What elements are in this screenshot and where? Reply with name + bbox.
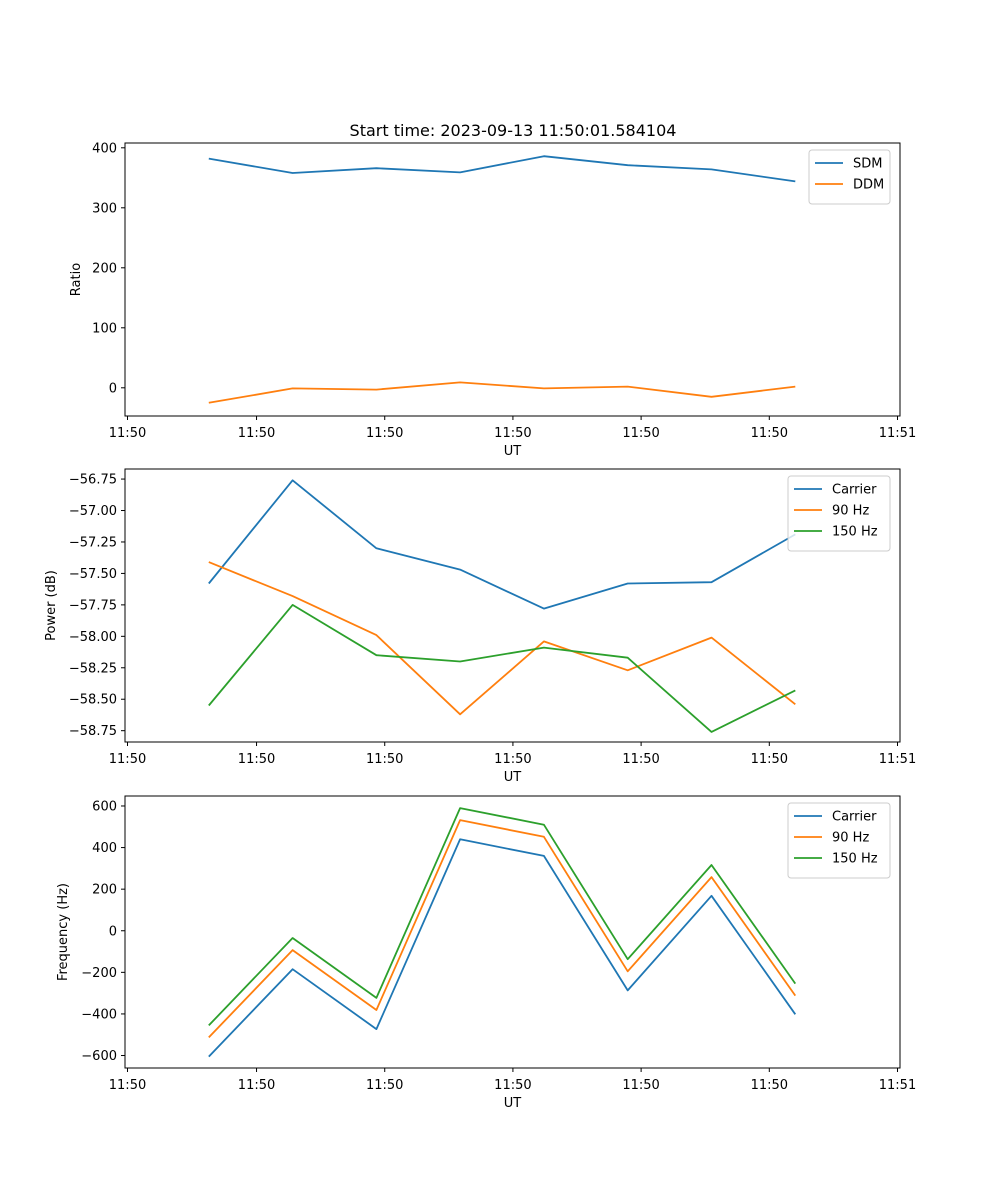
legend-label: 90 Hz	[832, 831, 869, 846]
x-tick-label: 11:50	[109, 426, 146, 441]
legend-label: Carrier	[832, 810, 877, 825]
chart-title: Start time: 2023-09-13 11:50:01.584104	[350, 121, 677, 140]
x-tick-label: 11:50	[494, 426, 531, 441]
y-tick-label: 600	[92, 799, 117, 814]
ratio-series-sdm-line	[208, 155, 796, 183]
x-tick-label: 11:50	[109, 752, 146, 767]
legend-label: Carrier	[832, 483, 877, 498]
power-x-axis-label: UT	[504, 770, 522, 785]
power-series-150-hz-line	[208, 604, 796, 733]
frequency-series-150-hz-line	[208, 807, 797, 1027]
x-tick-label: 11:50	[494, 1078, 531, 1093]
y-tick-label: −58.00	[69, 630, 117, 645]
legend-label: DDM	[853, 178, 884, 193]
legend-label: 90 Hz	[832, 504, 869, 519]
power-series-90-hz-line	[208, 561, 796, 716]
y-tick-label: 300	[92, 201, 117, 216]
y-tick-label: 0	[109, 924, 117, 939]
ratio-plot-area	[125, 143, 900, 416]
x-tick-label: 11:50	[622, 752, 659, 767]
x-tick-label: 11:50	[366, 1078, 403, 1093]
power-y-axis-label: Power (dB)	[44, 570, 59, 641]
power-plot-area	[125, 469, 900, 742]
x-tick-label: 11:50	[366, 426, 403, 441]
frequency-x-axis-label: UT	[504, 1096, 522, 1111]
y-tick-label: −200	[81, 966, 117, 981]
ratio-series-ddm-line	[208, 381, 796, 404]
y-tick-label: 400	[92, 141, 117, 156]
legend-box	[787, 475, 891, 552]
y-tick-label: −58.25	[69, 661, 117, 676]
y-tick-label: 100	[92, 321, 117, 336]
y-tick-label: −57.00	[69, 504, 117, 519]
y-tick-label: 0	[109, 381, 117, 396]
y-tick-label: −56.75	[69, 473, 117, 488]
frequency-plot-area	[125, 796, 900, 1068]
ratio-x-axis-label: UT	[504, 444, 522, 459]
x-tick-label: 11:50	[238, 752, 275, 767]
x-tick-label: 11:51	[879, 426, 916, 441]
x-tick-label: 11:50	[751, 752, 788, 767]
y-tick-label: −58.50	[69, 693, 117, 708]
x-tick-label: 11:50	[109, 1078, 146, 1093]
y-tick-label: 400	[92, 841, 117, 856]
frequency-legend: Carrier 90 Hz 150 Hz	[787, 802, 891, 879]
power-panel: 11:50 11:50 11:50 11:50 11:50 11:50 11:51 −56.7…	[44, 468, 916, 785]
legend-box	[787, 802, 891, 879]
y-tick-label: −400	[81, 1007, 117, 1022]
x-tick-label: 11:50	[622, 426, 659, 441]
x-tick-label: 11:50	[622, 1078, 659, 1093]
frequency-panel: 11:50 11:50 11:50 11:50 11:50 11:50 11:51 −600 −…	[56, 795, 916, 1111]
power-series-carrier-line	[208, 479, 796, 610]
x-tick-label: 11:50	[751, 426, 788, 441]
power-legend: Carrier 90 Hz 150 Hz	[787, 475, 891, 552]
x-tick-label: 11:50	[366, 752, 403, 767]
ratio-y-axis-label: Ratio	[69, 263, 84, 296]
x-tick-label: 11:51	[879, 1078, 916, 1093]
y-tick-label: −57.75	[69, 598, 117, 613]
x-tick-label: 11:50	[238, 1078, 275, 1093]
x-tick-label: 11:50	[238, 426, 275, 441]
y-tick-label: −57.25	[69, 535, 117, 550]
legend-label: SDM	[853, 157, 882, 172]
legend-label: 150 Hz	[832, 525, 878, 540]
x-tick-label: 11:51	[879, 752, 916, 767]
frequency-series-carrier-line	[208, 838, 797, 1058]
x-tick-label: 11:50	[494, 752, 531, 767]
y-tick-label: −58.75	[69, 724, 117, 739]
y-tick-label: −57.50	[69, 567, 117, 582]
y-tick-label: 200	[92, 261, 117, 276]
frequency-y-axis-label: Frequency (Hz)	[56, 883, 71, 981]
ratio-panel: 11:50 11:50 11:50 11:50 11:50 11:50 11:51 0 100 2…	[69, 141, 916, 459]
y-tick-label: 200	[92, 883, 117, 898]
x-tick-label: 11:50	[751, 1078, 788, 1093]
legend-label: 150 Hz	[832, 852, 878, 867]
y-tick-label: −600	[81, 1049, 117, 1064]
frequency-series-90-hz-line	[208, 819, 797, 1039]
ratio-legend: SDM DDM	[808, 149, 891, 205]
